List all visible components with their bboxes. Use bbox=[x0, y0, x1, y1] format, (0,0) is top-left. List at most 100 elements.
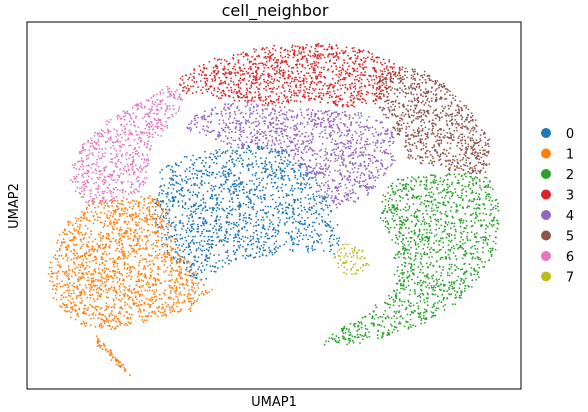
point bbox=[306, 43, 308, 46]
point bbox=[127, 137, 130, 140]
point bbox=[280, 92, 283, 94]
point bbox=[103, 155, 105, 158]
point bbox=[85, 172, 87, 175]
point bbox=[228, 168, 231, 171]
point bbox=[433, 110, 435, 112]
point bbox=[255, 252, 258, 255]
point bbox=[383, 152, 386, 155]
point bbox=[194, 193, 197, 196]
point bbox=[363, 84, 366, 87]
point bbox=[231, 213, 233, 216]
point bbox=[232, 81, 235, 83]
point bbox=[303, 116, 305, 119]
point bbox=[425, 81, 428, 84]
point bbox=[442, 110, 444, 112]
chart-title: cell_neighbor bbox=[222, 1, 329, 21]
point bbox=[320, 66, 323, 69]
point bbox=[204, 205, 207, 208]
point bbox=[311, 170, 313, 173]
point bbox=[389, 137, 392, 140]
point bbox=[131, 183, 134, 186]
point bbox=[327, 180, 329, 182]
point bbox=[231, 130, 233, 133]
point bbox=[481, 146, 484, 149]
point bbox=[246, 58, 249, 61]
point bbox=[250, 141, 253, 144]
point bbox=[182, 86, 185, 89]
point bbox=[116, 153, 119, 155]
point bbox=[115, 149, 118, 152]
point bbox=[182, 225, 185, 228]
point bbox=[373, 156, 376, 158]
point bbox=[478, 158, 481, 161]
point bbox=[318, 171, 321, 174]
point bbox=[466, 147, 469, 150]
point bbox=[321, 219, 323, 222]
point bbox=[132, 165, 134, 168]
point bbox=[420, 120, 422, 123]
point bbox=[313, 240, 316, 243]
point bbox=[144, 127, 147, 130]
point bbox=[288, 163, 290, 166]
point bbox=[207, 126, 210, 129]
point bbox=[315, 174, 317, 177]
point bbox=[404, 95, 407, 98]
point bbox=[225, 165, 227, 168]
point bbox=[359, 147, 362, 150]
point bbox=[103, 168, 106, 171]
point bbox=[319, 185, 321, 188]
point bbox=[238, 208, 241, 211]
point bbox=[460, 115, 463, 117]
point bbox=[319, 155, 322, 158]
point bbox=[230, 80, 232, 83]
point bbox=[80, 159, 83, 162]
point bbox=[404, 74, 406, 77]
point bbox=[118, 174, 121, 177]
point bbox=[241, 142, 244, 145]
point bbox=[322, 209, 325, 212]
point bbox=[189, 73, 192, 75]
point bbox=[128, 120, 131, 123]
point bbox=[158, 194, 160, 196]
point bbox=[267, 101, 270, 104]
point bbox=[312, 135, 314, 138]
point bbox=[224, 251, 227, 254]
point bbox=[357, 167, 360, 170]
point bbox=[314, 50, 317, 53]
point bbox=[245, 93, 248, 96]
point bbox=[218, 83, 221, 86]
point bbox=[368, 162, 370, 165]
point bbox=[223, 59, 226, 61]
point bbox=[449, 167, 451, 169]
point bbox=[72, 166, 75, 169]
point bbox=[189, 130, 192, 132]
point bbox=[375, 159, 378, 162]
point bbox=[147, 125, 150, 128]
point bbox=[366, 138, 369, 141]
point bbox=[307, 114, 310, 116]
point bbox=[186, 127, 189, 129]
point bbox=[307, 123, 309, 125]
point bbox=[79, 192, 82, 195]
point bbox=[483, 131, 486, 134]
point bbox=[210, 235, 213, 238]
point bbox=[78, 168, 81, 171]
point bbox=[225, 161, 228, 164]
point bbox=[224, 180, 227, 183]
point bbox=[329, 226, 332, 229]
point bbox=[386, 90, 388, 93]
point bbox=[487, 139, 489, 142]
point bbox=[380, 159, 383, 162]
point bbox=[332, 227, 335, 230]
point bbox=[294, 133, 296, 136]
point bbox=[359, 50, 362, 53]
point bbox=[319, 53, 321, 55]
point bbox=[165, 120, 167, 123]
point bbox=[309, 147, 312, 150]
point bbox=[264, 63, 266, 66]
point bbox=[165, 166, 168, 168]
point bbox=[233, 117, 236, 120]
point bbox=[242, 214, 245, 217]
point bbox=[320, 148, 323, 151]
point bbox=[297, 89, 300, 92]
